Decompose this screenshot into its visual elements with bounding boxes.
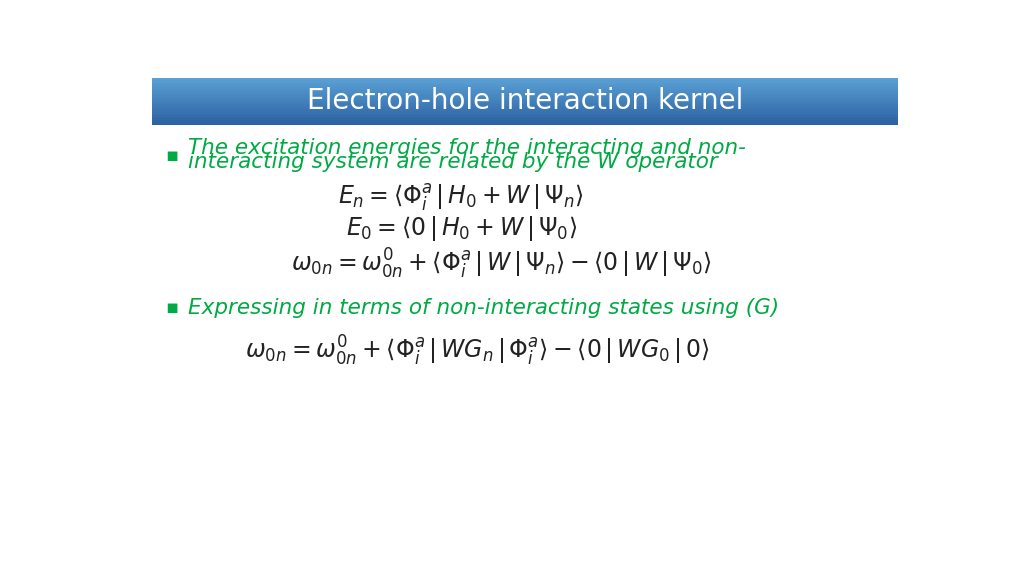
Text: $E_0 = \langle 0\,|\,H_0 + W\,|\,\Psi_0\rangle$: $E_0 = \langle 0\,|\,H_0 + W\,|\,\Psi_0\… bbox=[346, 214, 577, 243]
Bar bbox=[152, 93, 898, 95]
Bar bbox=[152, 118, 898, 120]
Bar bbox=[152, 81, 898, 82]
Text: $E_n = \langle\Phi_i^a\,|\,H_0 + W\,|\,\Psi_n\rangle$: $E_n = \langle\Phi_i^a\,|\,H_0 + W\,|\,\… bbox=[339, 182, 584, 213]
Bar bbox=[152, 113, 898, 115]
Bar bbox=[152, 103, 898, 104]
Text: The excitation energies for the interacting and non-: The excitation energies for the interact… bbox=[187, 138, 745, 158]
Text: ▪: ▪ bbox=[165, 146, 178, 165]
Bar bbox=[152, 100, 898, 101]
Bar bbox=[152, 82, 898, 84]
Bar bbox=[152, 84, 898, 86]
Bar bbox=[152, 117, 898, 118]
Text: interacting system are related by the W operator: interacting system are related by the W … bbox=[187, 152, 717, 172]
Bar bbox=[152, 112, 898, 113]
Bar bbox=[152, 115, 898, 117]
Bar bbox=[152, 122, 898, 123]
Bar bbox=[152, 108, 898, 109]
Bar bbox=[152, 92, 898, 93]
Bar bbox=[152, 79, 898, 81]
Bar bbox=[152, 123, 898, 124]
Text: $\omega_{0n} = \omega_{0n}^0 + \langle\Phi_i^a\,|\,WG_n\,|\,\Phi_i^a\rangle - \l: $\omega_{0n} = \omega_{0n}^0 + \langle\P… bbox=[245, 334, 710, 368]
Bar bbox=[152, 90, 898, 92]
Bar bbox=[152, 106, 898, 108]
Text: Expressing in terms of non-interacting states using (G): Expressing in terms of non-interacting s… bbox=[187, 298, 778, 318]
Bar bbox=[152, 95, 898, 97]
Bar bbox=[152, 104, 898, 106]
Bar bbox=[152, 89, 898, 90]
Text: ▪: ▪ bbox=[165, 298, 178, 317]
Bar bbox=[152, 97, 898, 98]
Bar bbox=[152, 101, 898, 103]
Bar bbox=[152, 86, 898, 88]
Bar bbox=[152, 78, 898, 79]
Text: $\omega_{0n} = \omega_{0n}^0 + \langle\Phi_i^a\,|\,W\,|\,\Psi_n\rangle - \langle: $\omega_{0n} = \omega_{0n}^0 + \langle\P… bbox=[291, 247, 712, 281]
Bar bbox=[152, 88, 898, 89]
Bar bbox=[152, 111, 898, 112]
Bar bbox=[152, 109, 898, 111]
Text: Electron-hole interaction kernel: Electron-hole interaction kernel bbox=[306, 88, 743, 115]
Bar bbox=[152, 120, 898, 122]
Bar bbox=[152, 98, 898, 100]
